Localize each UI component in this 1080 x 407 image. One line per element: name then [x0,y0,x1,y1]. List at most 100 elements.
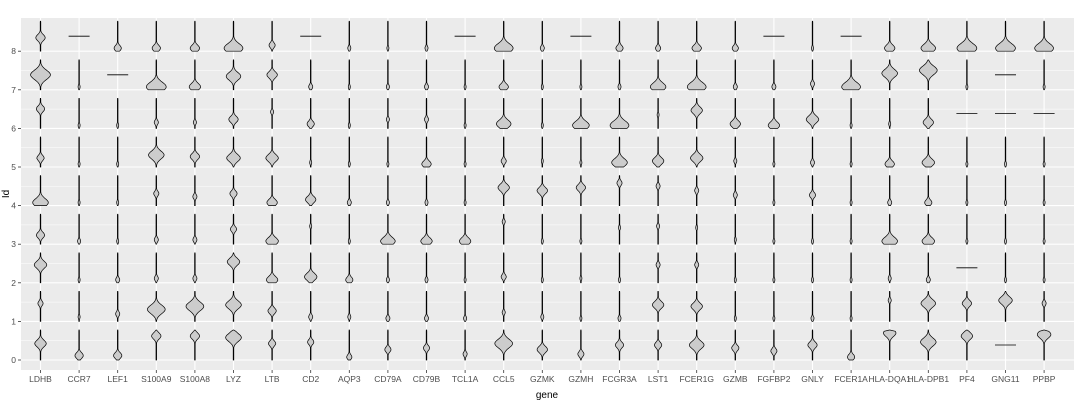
x-tick-label: PPBP [1033,374,1056,384]
violin-GZMB-5 [733,136,738,168]
violin-GZMK-3 [540,213,544,245]
x-tick-label: FCER1G [679,374,713,384]
violin-GZMH-7 [579,59,583,91]
violin-LST1-0 [654,329,663,361]
violin-CCR7-2 [77,252,81,284]
y-tick-label: 5 [11,162,16,172]
violin-S100A8-5 [189,136,200,168]
violin-CD2-3 [309,213,313,245]
violin-FCER1G-1 [690,291,703,322]
violin-CCL5-6 [496,98,512,129]
violin-LTB-7 [266,59,278,91]
violin-CD2-2 [304,252,318,284]
violin-GZMH-1 [579,291,583,322]
x-tick-label: GNLY [801,374,824,384]
violin-S100A8-8 [189,20,200,52]
violin-S100A9-2 [153,252,159,284]
violin-GZMK-1 [540,291,545,322]
violin-HLA-DPB1-8 [920,20,936,52]
violin-FCGR3A-4 [616,175,623,206]
violin-S100A9-3 [153,213,159,245]
violin-S100A9-6 [153,98,159,129]
violin-LYZ-1 [225,291,242,322]
violin-CD79B-2 [424,252,429,284]
violin-HLA-DQA1-4 [887,175,893,206]
violin-S100A8-4 [192,175,198,206]
violin-PPBP-3 [1042,213,1046,245]
violin-PPBP-0 [1036,329,1052,361]
violin-GNLY-1 [810,291,815,322]
violin-LST1-3 [656,213,660,245]
violin-LDHB-1 [37,291,44,322]
y-tick-label: 6 [11,123,16,133]
violin-GNLY-8 [811,20,814,52]
violin-HLA-DPB1-2 [925,252,931,284]
violin-CD79A-0 [384,329,392,361]
violin-CCL5-1 [501,291,506,322]
violin-HLA-DPB1-1 [920,291,936,322]
violin-FCER1G-5 [690,136,704,168]
y-axis-title: Id [1,190,12,198]
violin-TCL1A-1 [463,291,467,322]
violin-PPBP-2 [1042,252,1046,284]
violin-LEF1-6 [116,98,120,129]
violin-HLA-DPB1-4 [924,175,933,206]
violin-S100A9-0 [151,329,162,361]
violin-PF4-0 [960,329,974,361]
violin-FCER1G-7 [686,59,707,91]
violin-GZMH-3 [579,213,583,245]
violin-CD79A-6 [385,98,390,129]
violin-LST1-4 [655,175,661,206]
violin-GZMH-5 [579,136,583,168]
violin-GNG11-3 [1004,213,1007,245]
violin-GNG11-1 [998,291,1013,322]
violin-GZMH-2 [579,252,583,284]
violin-HLA-DQA1-2 [887,252,892,284]
violin-HLA-DPB1-3 [921,213,935,245]
violin-TCL1A-2 [463,252,467,284]
violin-HLA-DQA1-0 [883,329,897,361]
x-tick-label: CD79B [413,374,441,384]
y-tick-label: 1 [11,316,16,326]
y-axis-ticks: 0 1 2 3 4 5 6 7 8 [11,46,21,365]
x-tick-label: AQP3 [338,374,361,384]
violin-LTB-5 [265,136,279,168]
violin-CD79A-2 [386,252,390,284]
violin-GZMK-7 [540,59,544,91]
violin-CD79B-4 [424,175,429,206]
violin-GZMK-4 [536,175,548,206]
violin-CCR7-4 [77,175,81,206]
violin-FCGR3A-8 [615,20,624,52]
violin-GNG11-8 [995,20,1016,52]
y-tick-label: 3 [11,239,16,249]
violin-CCL5-7 [498,59,509,91]
violin-HLA-DPB1-5 [921,136,935,168]
violin-S100A8-2 [192,252,198,284]
violin-LDHB-0 [34,329,47,361]
violin-FCER1A-4 [849,175,853,206]
violin-HLA-DQA1-8 [884,20,896,52]
violin-HLA-DQA1-3 [881,213,898,245]
violin-FGFBP2-1 [772,291,776,322]
violin-TCL1A-4 [463,175,467,206]
violin-CD79A-4 [386,175,390,206]
violin-FCER1A-7 [841,59,861,91]
violin-LEF1-2 [115,252,121,284]
x-tick-label: HLA-DQA1 [868,374,911,384]
plot-panel [21,18,1074,370]
violin-FCER1A-2 [849,252,853,284]
violin-S100A9-1 [147,291,166,322]
violin-LTB-0 [268,329,277,361]
violin-FCGR3A-6 [609,98,630,129]
violin-AQP3-0 [346,329,353,361]
violin-GNLY-5 [810,136,815,168]
y-tick-label: 7 [11,85,16,95]
violin-GZMK-0 [536,329,548,361]
violin-PPBP-7 [1042,59,1046,91]
violin-FGFBP2-3 [772,213,776,245]
violin-PF4-1 [961,291,972,322]
violin-CCL5-2 [500,252,507,284]
violin-CD79B-6 [424,98,429,129]
violin-GNLY-4 [809,175,816,206]
x-tick-label: FGFBP2 [757,374,790,384]
